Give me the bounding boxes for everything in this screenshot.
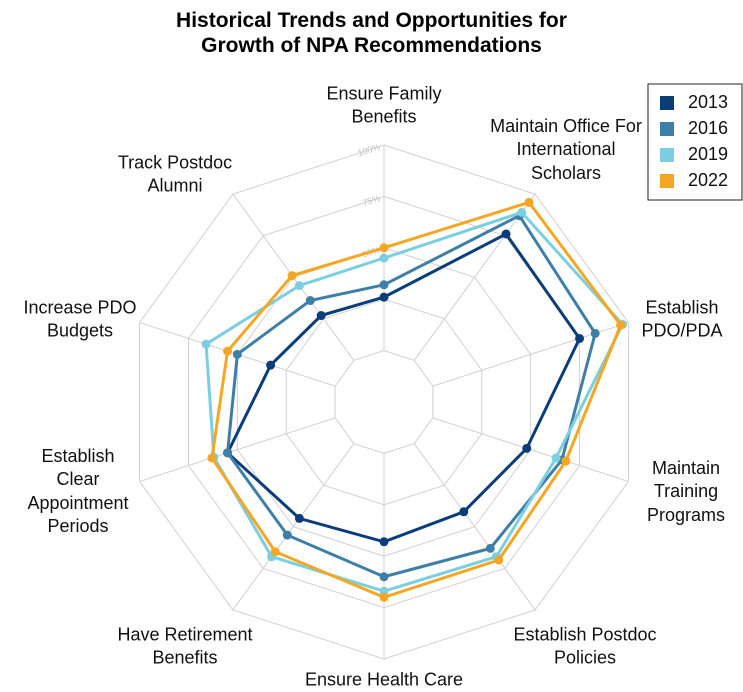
category-label: Ensure Family Benefits	[326, 83, 442, 127]
category-label: Establish PDO/PDA	[641, 297, 723, 341]
point	[522, 443, 532, 453]
point	[501, 229, 511, 239]
point	[590, 328, 600, 338]
point	[270, 547, 280, 557]
point	[575, 333, 585, 343]
point	[459, 507, 469, 517]
legend-label: 2022	[688, 170, 728, 190]
legend-swatch	[660, 148, 674, 162]
category-label: Establish Clear Appointment Periods	[27, 446, 129, 537]
series-line	[226, 213, 597, 579]
point	[223, 448, 233, 458]
point	[316, 311, 326, 321]
point	[485, 543, 495, 553]
point	[282, 530, 292, 540]
spoke	[232, 443, 355, 611]
category-label: Maintain Office For International Schola…	[490, 115, 642, 183]
category-label: Maintain Training Programs	[646, 457, 726, 525]
legend-label: 2013	[688, 92, 728, 112]
legend-label: 2019	[688, 144, 728, 164]
spoke	[413, 193, 536, 361]
point	[223, 346, 233, 356]
point	[305, 296, 315, 306]
point	[551, 453, 561, 463]
point	[232, 349, 242, 359]
point	[201, 339, 211, 349]
legend-label: 2016	[688, 118, 728, 138]
series-line	[210, 200, 623, 599]
legend-swatch	[660, 174, 674, 188]
series-line	[225, 232, 582, 544]
point	[379, 592, 389, 602]
point	[207, 453, 217, 463]
point	[616, 320, 626, 330]
point	[379, 572, 389, 582]
point	[524, 197, 534, 207]
category-label: Establish Postdoc Policies	[513, 624, 657, 668]
point	[379, 243, 389, 253]
r-tick-label: 75%	[361, 193, 381, 208]
category-label: Ensure Health Care	[304, 669, 464, 690]
point	[379, 586, 389, 596]
point	[379, 292, 389, 302]
spoke	[413, 443, 536, 611]
point	[266, 360, 276, 370]
point	[517, 207, 527, 217]
category-label: Increase PDO Budgets	[23, 297, 137, 341]
point	[287, 271, 297, 281]
chart-title: Historical Trends and Opportunities for …	[176, 9, 567, 58]
point	[379, 537, 389, 547]
point	[294, 513, 304, 523]
category-label: Have Retirement Benefits	[117, 624, 253, 668]
point	[494, 555, 504, 565]
grid-ring	[334, 350, 434, 454]
legend: 2013 2016 2019 2022	[647, 83, 743, 201]
point	[294, 281, 304, 291]
point	[379, 253, 389, 263]
point	[561, 456, 571, 466]
spoke	[139, 417, 336, 482]
legend-swatch	[660, 96, 674, 110]
r-tick-label: 100%	[356, 142, 381, 159]
title-box: Historical Trends and Opportunities for …	[0, 8, 743, 58]
category-label: Track Postdoc Alumni	[117, 152, 233, 196]
legend-swatch	[660, 122, 674, 136]
point	[379, 280, 389, 290]
